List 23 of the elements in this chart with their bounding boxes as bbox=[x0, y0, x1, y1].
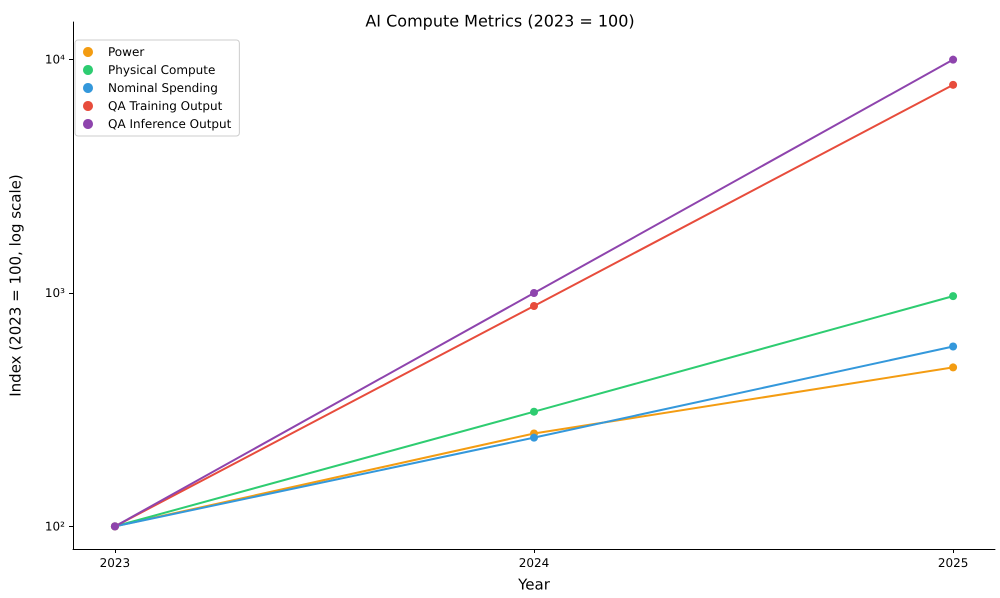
legend-label: Power bbox=[108, 45, 144, 59]
point bbox=[530, 289, 538, 298]
legend-label: Nominal Spending bbox=[108, 81, 218, 95]
x-tick-label: 2023 bbox=[100, 556, 130, 570]
point bbox=[949, 363, 958, 372]
legend-label: QA Inference Output bbox=[108, 117, 232, 131]
legend-label: Physical Compute bbox=[108, 63, 216, 77]
y-tick-label: 10³ bbox=[44, 286, 66, 300]
point bbox=[949, 342, 958, 350]
point bbox=[530, 408, 538, 416]
y-axis-title: Index (2023 = 100, log scale) bbox=[6, 174, 24, 397]
y-tick-label: 10⁴ bbox=[44, 52, 66, 67]
chart-title: AI Compute Metrics (2023 = 100) bbox=[365, 12, 635, 30]
point bbox=[949, 80, 958, 89]
x-tick-label: 2024 bbox=[518, 556, 550, 570]
point bbox=[949, 292, 958, 300]
point bbox=[530, 434, 538, 442]
x-tick-label: 2025 bbox=[938, 556, 968, 570]
x-axis-title: Year bbox=[517, 576, 551, 594]
legend-label: QA Training Output bbox=[108, 99, 223, 113]
y-tick-label: 10² bbox=[44, 519, 66, 534]
point bbox=[949, 56, 958, 64]
point bbox=[530, 302, 538, 310]
